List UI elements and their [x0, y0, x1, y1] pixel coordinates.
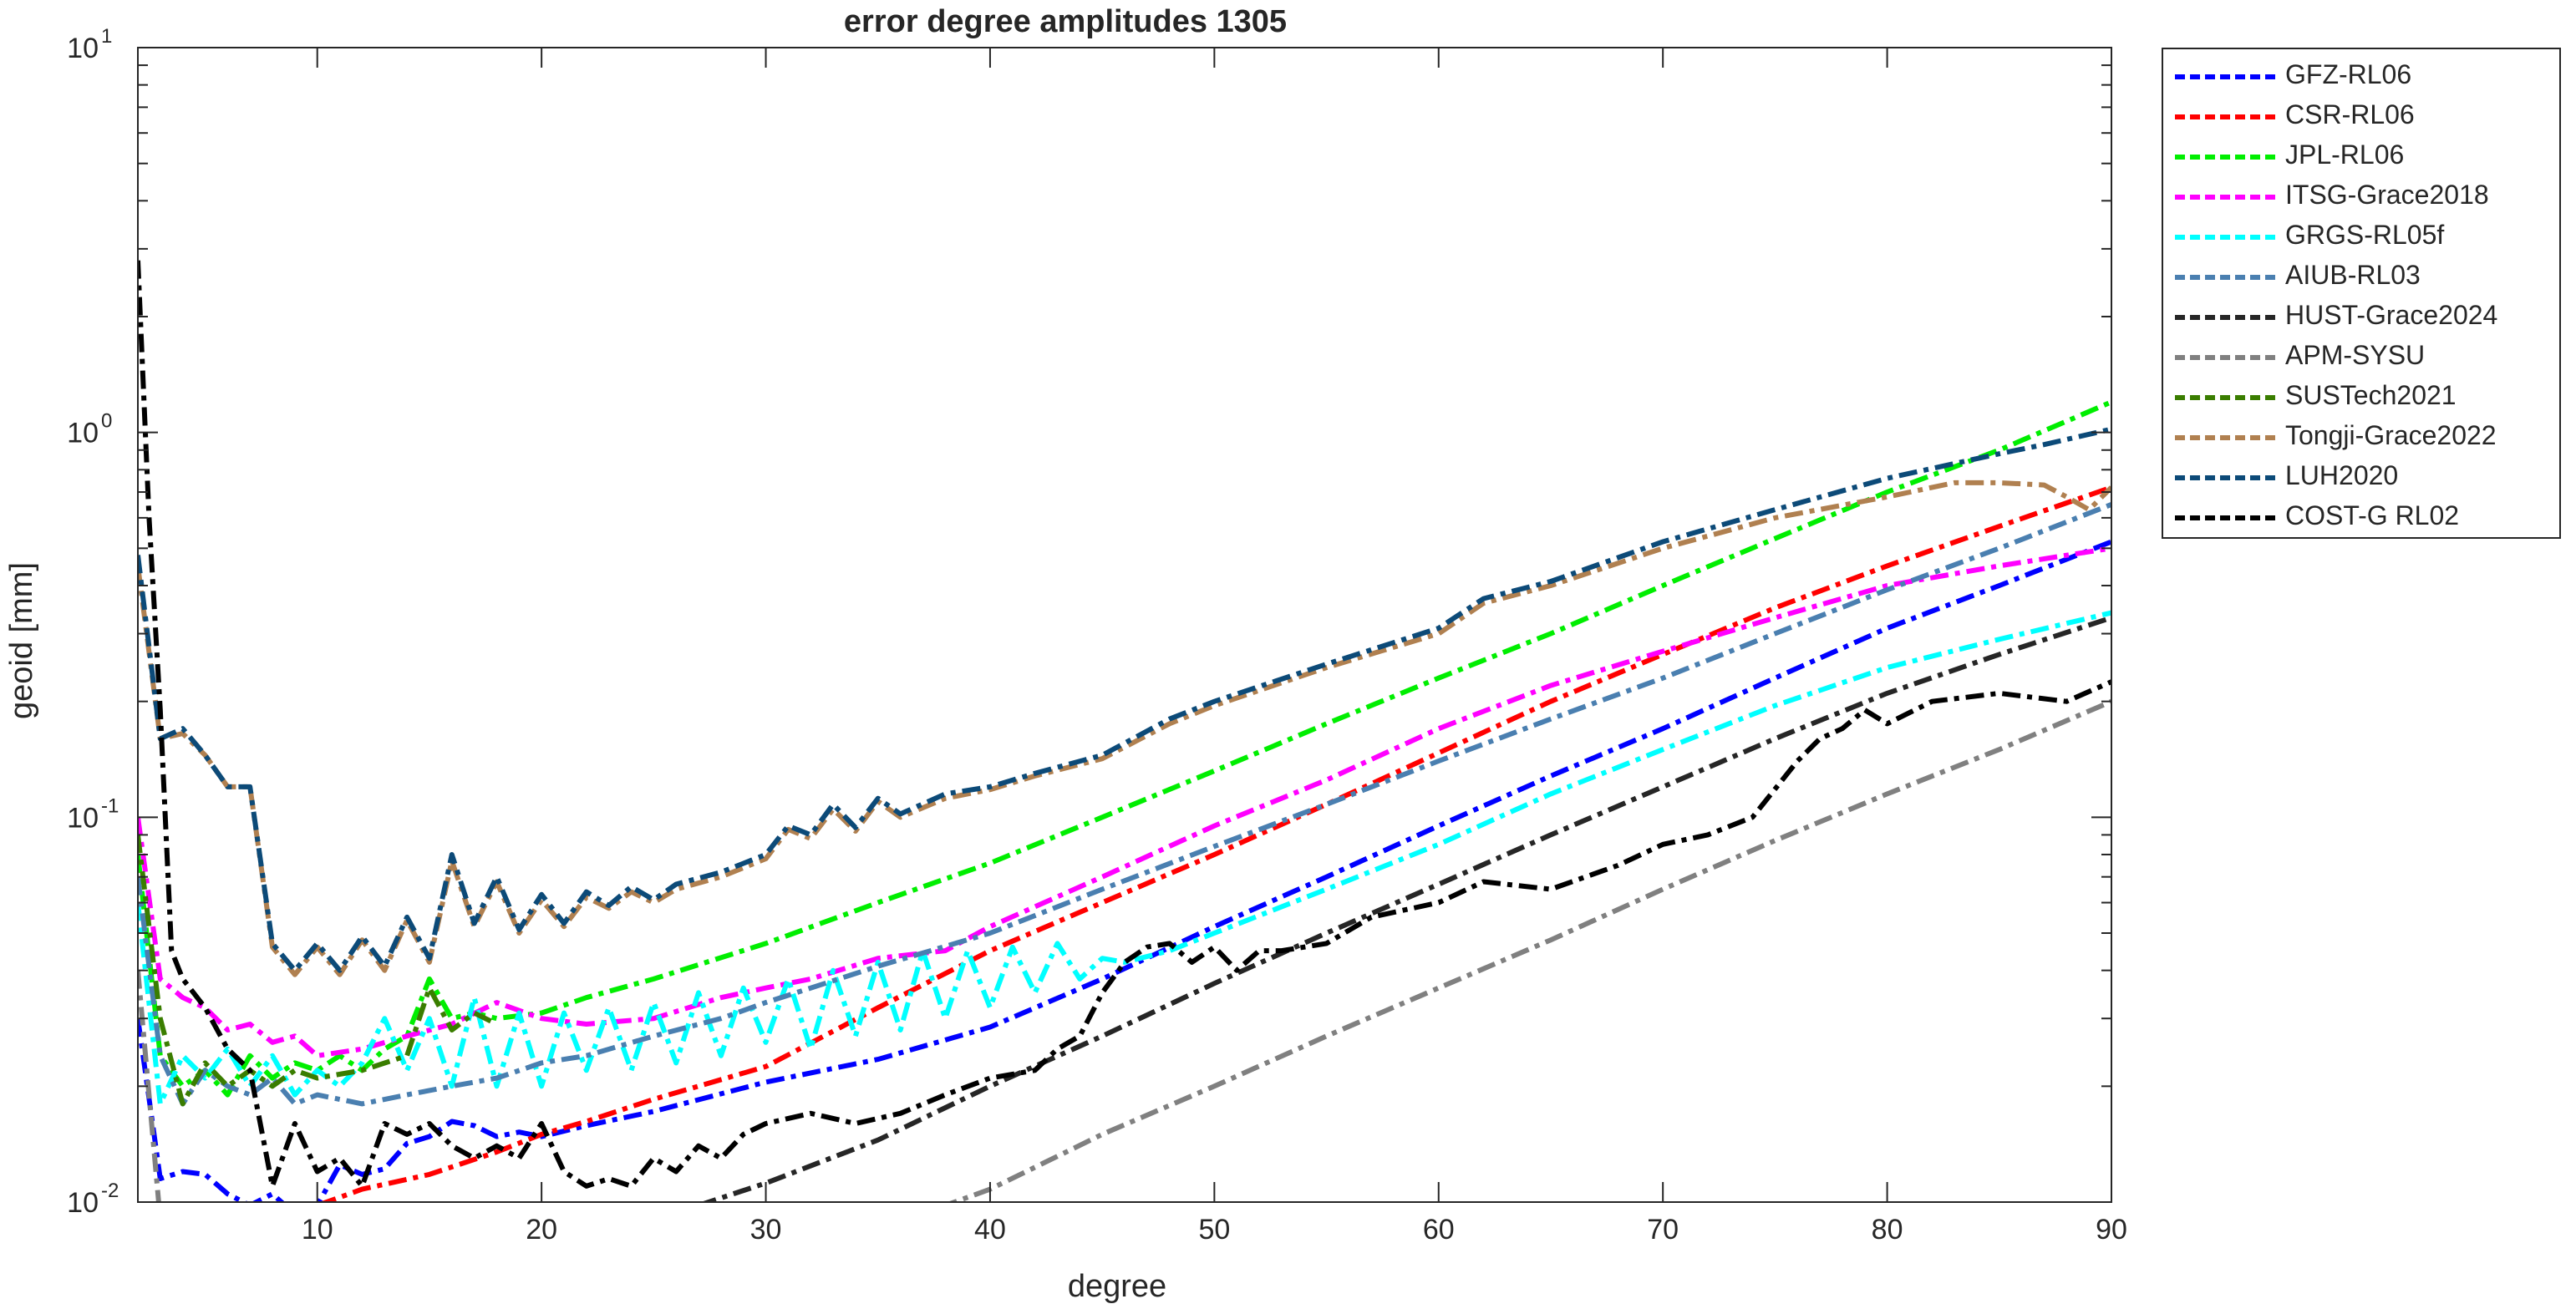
series-line-csr-rl06 [318, 485, 2111, 1202]
legend-line-swatch [2175, 195, 2275, 200]
x-tick-label: 80 [1872, 1214, 1903, 1246]
legend-label: ITSG-Grace2018 [2285, 180, 2489, 210]
legend-item: COST-G RL02 [2163, 497, 2559, 537]
series-line-jpl-rl06 [138, 399, 2111, 1098]
series-line-apm-sysu [138, 698, 2111, 1202]
x-tick-label: 70 [1647, 1214, 1679, 1246]
legend-label: GRGS-RL05f [2285, 220, 2445, 250]
series-line-gfz-rl06 [138, 539, 2111, 1202]
legend-label: HUST-Grace2024 [2285, 300, 2498, 330]
legend-line-swatch [2175, 435, 2275, 440]
legend-label: LUH2020 [2285, 460, 2399, 490]
legend-label: AIUB-RL03 [2285, 260, 2421, 290]
x-tick-label: 10 [302, 1214, 333, 1246]
legend-item: GRGS-RL05f [2163, 216, 2559, 256]
legend-label: Tongji-Grace2022 [2285, 420, 2497, 450]
y-tick-label: 10 [67, 33, 99, 64]
x-tick-label: 90 [2096, 1214, 2127, 1246]
x-tick-label: 60 [1423, 1214, 1455, 1246]
x-tick-label: 50 [1198, 1214, 1230, 1246]
y-tick-label: 10 [67, 418, 99, 449]
legend-item: Tongji-Grace2022 [2163, 417, 2559, 457]
plot-frame [137, 47, 2112, 1203]
legend-label: SUSTech2021 [2285, 380, 2457, 410]
legend-line-swatch [2175, 395, 2275, 400]
legend-line-swatch [2175, 235, 2275, 240]
x-tick-label: 20 [526, 1214, 557, 1246]
series-layer [138, 260, 2111, 1202]
series-line-sustech2021 [138, 835, 498, 1107]
series-line-cost-g-rl02 [138, 260, 2111, 1189]
legend-line-swatch [2175, 315, 2275, 320]
legend-label: COST-G RL02 [2285, 500, 2460, 530]
legend-item: GFZ-RL06 [2163, 56, 2559, 96]
legend-line-swatch [2175, 155, 2275, 160]
legend-label: GFZ-RL06 [2285, 59, 2412, 89]
y-tick-label-exponent: 0 [101, 410, 112, 433]
y-tick-label: 10 [67, 802, 99, 834]
legend-line-swatch [2175, 275, 2275, 280]
series-line-aiub-rl03 [138, 502, 2111, 1107]
x-axis-label: degree [1068, 1269, 1166, 1304]
y-tick-label-exponent: -1 [101, 794, 119, 817]
series-line-itsg-grace2018 [138, 545, 2111, 1058]
series-line-hust-grace2024 [700, 615, 2111, 1202]
y-tick-label-exponent: -2 [101, 1180, 119, 1202]
y-tick-label: 10 [67, 1187, 99, 1219]
legend-label: JPL-RL06 [2285, 140, 2405, 170]
series-line-tongji-grace2022 [138, 479, 2111, 977]
legend-item: SUSTech2021 [2163, 377, 2559, 417]
x-tick-label: 30 [750, 1214, 782, 1246]
legend-item: LUH2020 [2163, 457, 2559, 497]
legend-line-swatch [2175, 475, 2275, 480]
legend-line-swatch [2175, 355, 2275, 360]
legend-item: HUST-Grace2024 [2163, 297, 2559, 337]
legend-item: AIUB-RL03 [2163, 256, 2559, 297]
series-line-luh2020 [138, 426, 2111, 973]
legend-line-swatch [2175, 114, 2275, 119]
legend: GFZ-RL06 CSR-RL06 JPL-RL06 ITSG-Grace2018 GR… [2162, 48, 2561, 539]
legend-item: ITSG-Grace2018 [2163, 176, 2559, 216]
series-line-grgs-rl05f [138, 610, 2111, 1107]
y-axis-label: geoid [mm] [4, 562, 39, 719]
x-tick-label: 40 [974, 1214, 1006, 1246]
legend-item: JPL-RL06 [2163, 136, 2559, 176]
legend-label: APM-SYSU [2285, 340, 2426, 370]
legend-item: APM-SYSU [2163, 337, 2559, 377]
y-tick-label-exponent: 1 [101, 25, 112, 48]
legend-line-swatch [2175, 515, 2275, 520]
chart-title: error degree amplitudes 1305 [844, 4, 1287, 39]
legend-label: CSR-RL06 [2285, 99, 2415, 129]
legend-item: CSR-RL06 [2163, 96, 2559, 136]
legend-line-swatch [2175, 74, 2275, 79]
